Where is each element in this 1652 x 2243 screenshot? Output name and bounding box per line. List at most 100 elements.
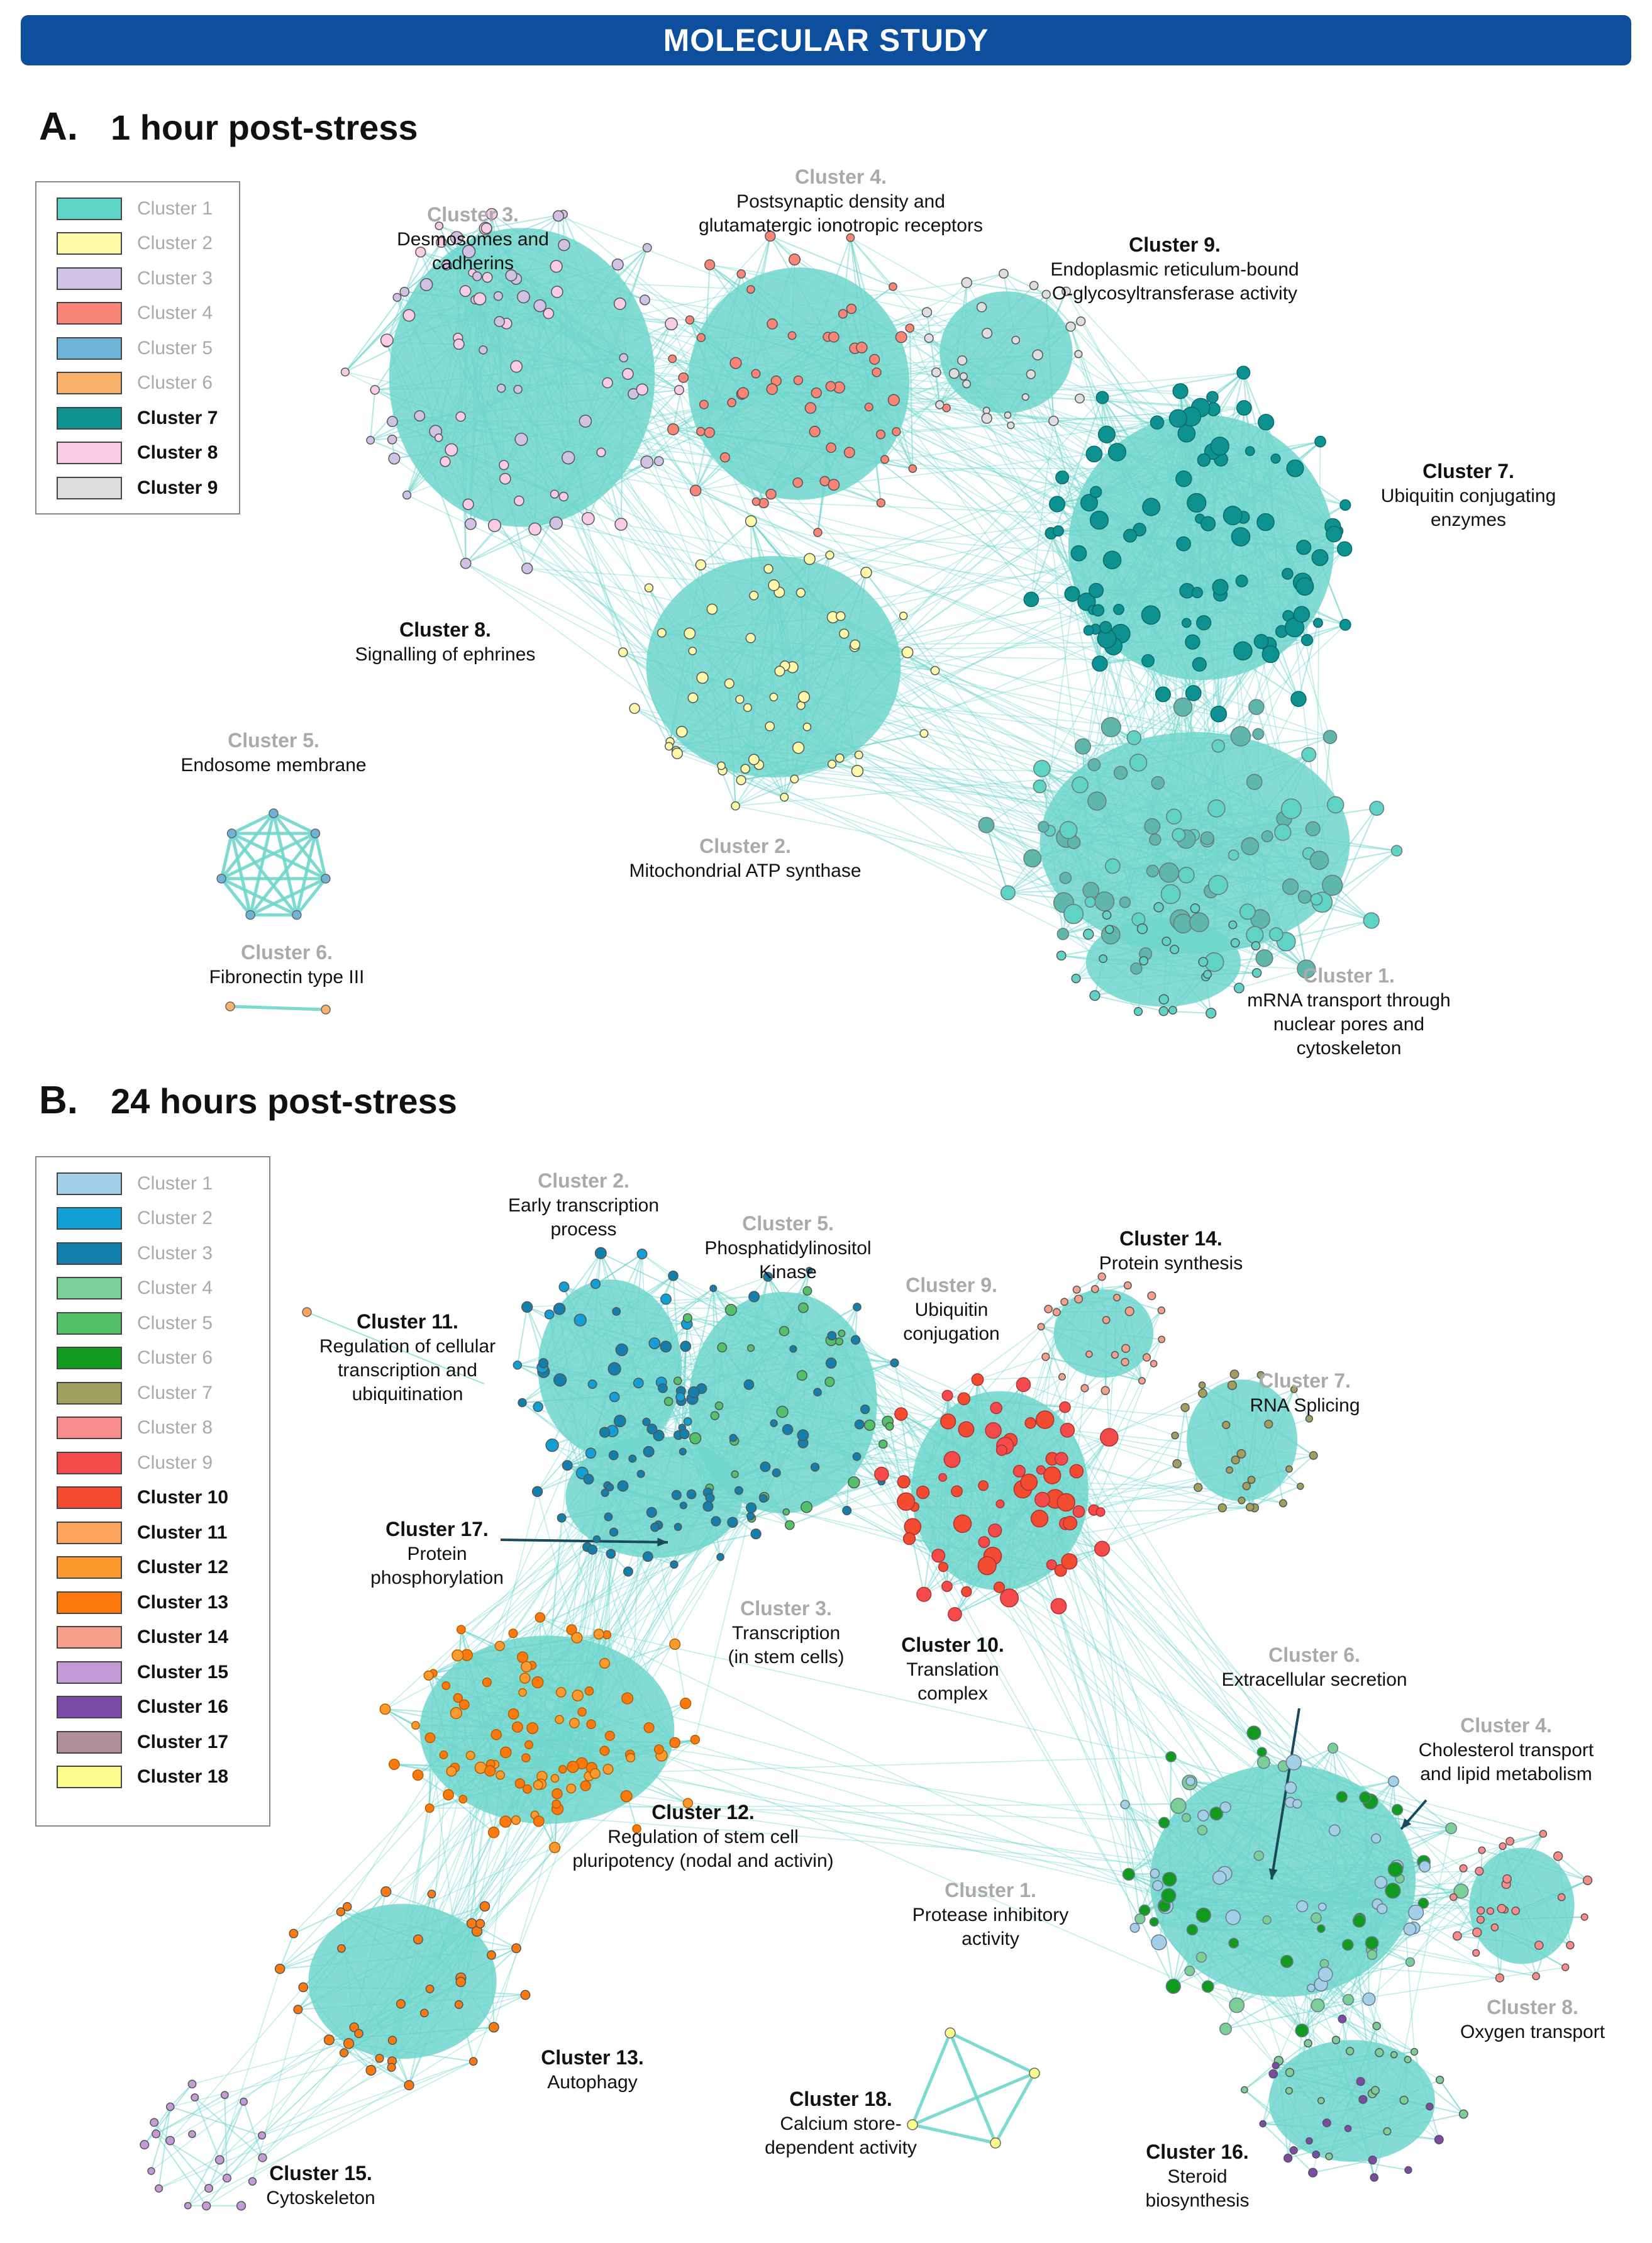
network-edge [527, 567, 774, 586]
network-edge [438, 225, 885, 460]
network-edge [588, 1451, 684, 1480]
network-edge [604, 1396, 681, 1493]
network-edge [1302, 1905, 1502, 1910]
network-node [977, 1556, 997, 1576]
network-edge [829, 502, 1197, 556]
network-edge [1216, 594, 1221, 809]
network-node [1150, 415, 1165, 430]
network-edge [833, 616, 1219, 747]
network-node [1054, 1564, 1067, 1577]
network-node [459, 285, 472, 298]
network-edge [1073, 842, 1320, 861]
network-node [165, 2135, 175, 2146]
cluster-name: Cluster 2. [699, 835, 791, 857]
network-edge [1045, 1289, 1095, 1420]
network-edge [784, 555, 831, 666]
network-node [349, 2022, 359, 2032]
legend-swatch [57, 337, 122, 360]
legend-swatch [57, 1451, 122, 1474]
network-node [842, 1505, 852, 1516]
network-edge [590, 1290, 808, 1454]
network-edge [750, 637, 1251, 847]
network-node [274, 1963, 285, 1974]
network-edge [441, 242, 811, 409]
cluster-label-b-c10: Cluster 10. Translation complex [901, 1633, 1004, 1706]
network-edge [1154, 1921, 1414, 1929]
network-edge [1168, 1895, 1388, 2132]
network-edge [709, 1469, 1041, 1489]
network-edge [638, 1383, 709, 1507]
network-node [948, 1607, 962, 1622]
network-node [485, 208, 498, 220]
network-edge [817, 1391, 855, 1483]
network-node [458, 1795, 468, 1804]
network-node [1228, 849, 1239, 861]
network-edge [528, 1744, 662, 1756]
network-edge [1203, 622, 1257, 708]
network-edge [1078, 467, 1295, 554]
network-node [1253, 1850, 1265, 1861]
network-edge [709, 431, 834, 486]
network-node [1181, 618, 1192, 628]
network-edge [692, 650, 1148, 662]
network-edge [677, 1362, 831, 1382]
network-node [1150, 1868, 1160, 1879]
network-edge [683, 354, 1038, 379]
network-node [1178, 867, 1195, 884]
network-node [1059, 871, 1072, 884]
network-node [1580, 1913, 1588, 1921]
network-edge [1328, 2025, 1378, 2157]
network-edge [1404, 2099, 1464, 2115]
network-node [550, 1774, 560, 1783]
network-edge [767, 1276, 924, 1493]
network-edge [582, 1711, 675, 1744]
network-edge [1144, 1830, 1203, 1911]
network-edge [536, 1491, 590, 1691]
network-edge [680, 1396, 855, 1483]
network-edge [1494, 1927, 1539, 1946]
network-edge [779, 533, 1051, 593]
network-edge [458, 321, 500, 345]
legend-item: Cluster 10 [36, 1481, 269, 1516]
network-node [557, 1513, 567, 1523]
network-edge [1232, 441, 1321, 516]
network-edge [541, 1739, 696, 1778]
network-node [1113, 765, 1128, 780]
network-node [1075, 738, 1091, 755]
network-node [941, 1581, 953, 1592]
network-edge [406, 323, 507, 496]
network-edge [293, 1637, 577, 1934]
network-edge [700, 347, 862, 432]
network-edge [1106, 915, 1145, 962]
network-edge [297, 1744, 529, 2010]
panel-a-title: A. 1 hour post-stress [39, 104, 418, 149]
network-edge [348, 2042, 380, 2059]
network-node [569, 1718, 580, 1728]
network-edge [802, 1307, 967, 1592]
network-edge [556, 1437, 734, 1805]
network-edge [406, 461, 446, 496]
network-node [1158, 994, 1169, 1005]
network-edge [1106, 418, 1178, 435]
network-edge [523, 296, 660, 462]
cluster-description: O-glycosyltransferase activity [1051, 283, 1298, 304]
network-edge [486, 228, 743, 395]
legend-label: Cluster 5 [137, 1312, 213, 1333]
network-edge [1104, 852, 1309, 903]
network-edge [763, 1391, 818, 1498]
network-edge [460, 347, 862, 417]
network-node [1130, 962, 1143, 975]
network-edge [1105, 409, 1214, 628]
network-edge [1173, 1917, 1234, 1987]
network-node [646, 1423, 658, 1435]
network-edge [280, 1947, 517, 1970]
network-edge [987, 320, 1081, 334]
network-edge [798, 379, 1201, 408]
network-edge [750, 521, 1033, 859]
network-edge [1258, 1855, 1303, 2031]
network-edge [306, 1311, 485, 1384]
network-node [978, 816, 995, 833]
network-node [702, 1501, 714, 1512]
network-edge [1287, 2093, 1373, 2159]
legend-swatch [57, 1730, 122, 1754]
